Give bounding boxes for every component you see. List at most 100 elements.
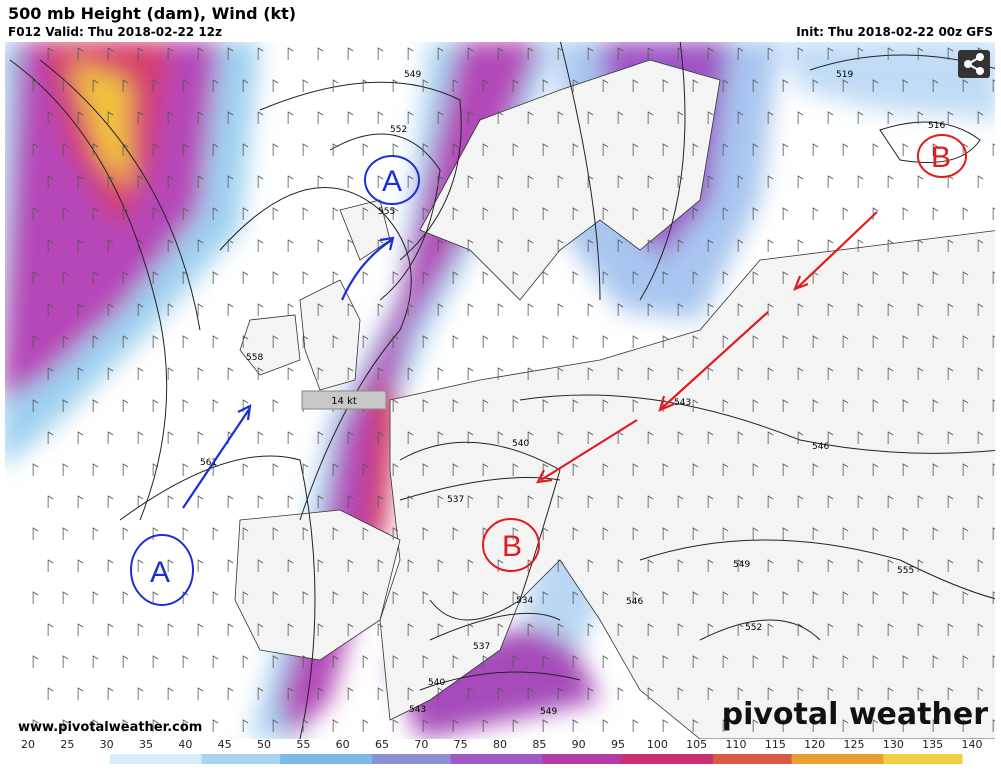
share-button[interactable] — [958, 50, 990, 78]
wind-barb — [107, 239, 114, 252]
contour-label: 546 — [626, 597, 643, 607]
wind-barb — [407, 687, 414, 700]
wind-barb — [602, 271, 609, 284]
wind-barb — [977, 111, 984, 124]
wind-barb — [557, 687, 564, 700]
wind-barb — [62, 79, 69, 92]
wind-barb — [227, 495, 234, 508]
wind-barb — [662, 591, 669, 604]
colorbar-swatch — [293, 754, 307, 764]
wind-barb — [407, 495, 414, 508]
wind-barb — [557, 495, 564, 508]
website: www.pivotalweather.com — [18, 720, 202, 735]
wind-barb — [932, 79, 939, 92]
wind-barb — [257, 175, 264, 188]
contour-label: 519 — [836, 70, 853, 80]
wind-barb — [77, 111, 84, 124]
contour-label: 549 — [733, 560, 750, 570]
wind-barb — [677, 367, 684, 380]
wind-barb — [917, 239, 924, 252]
wind-barb — [167, 175, 174, 188]
colorbar-swatch — [96, 754, 111, 764]
wind-barb — [422, 207, 429, 220]
wind-barb — [632, 335, 639, 348]
wind-barb — [287, 559, 294, 572]
wind-barb — [482, 655, 489, 668]
wind-barb — [752, 591, 759, 604]
wind-barb — [632, 271, 639, 284]
wind-barb — [227, 623, 234, 636]
wind-barb — [392, 399, 399, 412]
wind-barb — [497, 303, 504, 316]
wind-barb — [242, 143, 249, 156]
wind-barb — [92, 463, 99, 476]
colorbar-swatch — [450, 754, 465, 764]
wind-barb — [707, 623, 714, 636]
wind-barb — [62, 207, 69, 220]
wind-barb — [572, 399, 579, 412]
wind-barb — [632, 143, 639, 156]
wind-barb — [752, 335, 759, 348]
wind-barb — [197, 687, 204, 700]
wind-barb — [257, 111, 264, 124]
wind-barb — [842, 79, 849, 92]
wind-barb — [182, 527, 189, 540]
wind-barb — [197, 367, 204, 380]
wind-barb — [542, 207, 549, 220]
wind-barb — [557, 623, 564, 636]
wind-barb — [902, 271, 909, 284]
contour-labels: 549 552 555 558 561 519 516 543 540 537 … — [200, 70, 945, 717]
wind-barb — [392, 207, 399, 220]
wind-barb — [767, 175, 774, 188]
wind-barb — [797, 623, 804, 636]
wind-barb — [272, 207, 279, 220]
wind-barb — [482, 335, 489, 348]
colorbar-label: 130 — [883, 738, 904, 751]
wind-barb — [452, 335, 459, 348]
wind-barb — [257, 495, 264, 508]
colorbar-swatch — [306, 754, 321, 764]
wind-barb — [422, 271, 429, 284]
wind-barb — [47, 367, 54, 380]
arrows — [182, 211, 878, 509]
wind-barb — [77, 47, 84, 60]
wind-barb — [782, 719, 789, 732]
wind-barb — [92, 719, 99, 732]
wind-barb — [752, 719, 759, 732]
wind-barb — [137, 175, 144, 188]
wind-barb — [587, 495, 594, 508]
wind-barb — [77, 239, 84, 252]
wind-barb — [137, 687, 144, 700]
wind-barb — [437, 367, 444, 380]
colorbar-swatch — [70, 754, 85, 764]
wind-barb — [872, 591, 879, 604]
contour-label: 555 — [897, 566, 914, 576]
wind-barb — [467, 303, 474, 316]
wind-barb — [647, 239, 654, 252]
wind-barb — [167, 47, 174, 60]
wind-barb — [977, 431, 984, 444]
wind-barb — [437, 559, 444, 572]
wind-barb — [947, 495, 954, 508]
wind-barb — [902, 527, 909, 540]
colorbar-swatch — [109, 754, 124, 764]
wind-barb — [962, 271, 969, 284]
wind-barb — [797, 111, 804, 124]
wind-barb — [662, 463, 669, 476]
wind-barb — [257, 239, 264, 252]
wind-barb — [437, 495, 444, 508]
wind-barb — [782, 399, 789, 412]
wind-barb — [377, 175, 384, 188]
wind-barb — [977, 303, 984, 316]
wind-barb — [317, 47, 324, 60]
colorbar-label: 120 — [804, 738, 825, 751]
wind-barb — [287, 303, 294, 316]
colorbar-label: 125 — [844, 738, 865, 751]
wind-barb — [647, 559, 654, 572]
wind-barb — [167, 367, 174, 380]
wind-barb — [92, 143, 99, 156]
wind-barb — [452, 655, 459, 668]
wind-barb — [62, 399, 69, 412]
wind-barb — [992, 655, 995, 668]
wind-barb — [407, 367, 414, 380]
